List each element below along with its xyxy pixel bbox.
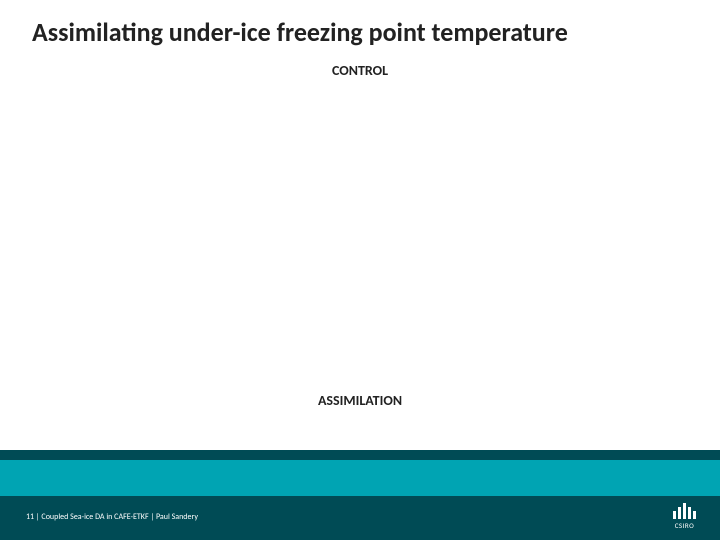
- label-control: CONTROL: [0, 62, 720, 79]
- footer-author: Paul Sandery: [156, 512, 198, 522]
- logo-bar: [688, 507, 691, 519]
- logo-bar: [683, 503, 686, 519]
- footer-band: 11 | Coupled Sea-ice DA in CAFE-ETKF | P…: [0, 450, 720, 540]
- footer-sep-2: |: [149, 512, 156, 522]
- footer-stripe-teal: [0, 460, 720, 496]
- csiro-logo: CSIRO: [673, 503, 696, 530]
- slide-title: Assimilating under-ice freezing point te…: [32, 18, 700, 47]
- footer-project: Coupled Sea-ice DA in CAFE-ETKF: [41, 512, 148, 522]
- footer-page-number: 11: [26, 512, 34, 522]
- footer-stripe-dark-thin: [0, 450, 720, 460]
- label-assimilation: ASSIMILATION: [0, 392, 720, 409]
- csiro-logo-icon: [673, 503, 696, 519]
- logo-bar: [678, 507, 681, 519]
- csiro-logo-text: CSIRO: [675, 521, 695, 530]
- footer-text: 11 | Coupled Sea-ice DA in CAFE-ETKF | P…: [26, 512, 198, 522]
- slide: Assimilating under-ice freezing point te…: [0, 0, 720, 540]
- logo-bar: [693, 511, 696, 519]
- logo-bar: [673, 511, 676, 519]
